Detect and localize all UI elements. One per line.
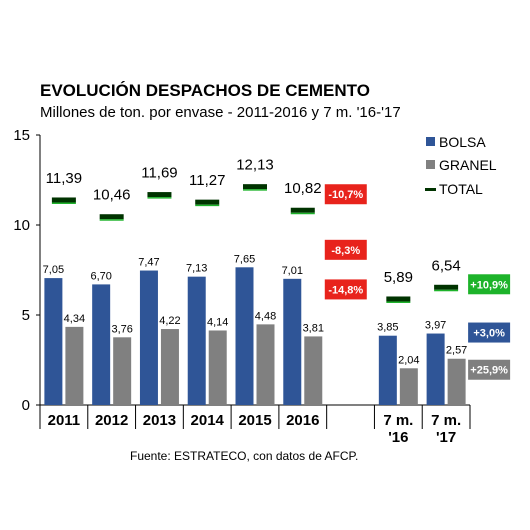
chart-title: EVOLUCIÓN DESPACHOS DE CEMENTO [40,81,370,100]
bar-granel [65,326,84,405]
x-tick-label: 7 m. [431,412,461,429]
bar-bolsa-label: 7,05 [43,264,64,276]
bar-bolsa-label: 7,47 [138,257,159,269]
change-badge-label: +10,9% [470,279,508,291]
x-tick-label: 7 m. [383,412,413,429]
legend-label-total: TOTAL [439,181,483,197]
change-badge [468,274,511,295]
change-badge-label: -14,8% [328,284,363,296]
bar-bolsa-label: 7,01 [282,265,303,277]
total-marker [147,192,172,198]
bar-granel [304,336,323,405]
bar-granel-label: 3,76 [111,323,132,335]
total-label: 12,13 [236,157,274,174]
total-label: 5,89 [384,269,413,286]
bar-bolsa-label: 7,13 [186,263,207,275]
total-marker [434,284,459,290]
bar-bolsa [92,284,111,405]
bar-bolsa [235,267,254,405]
total-label: 10,46 [93,187,131,204]
bar-bolsa-label: 3,85 [377,322,398,334]
change-badge [468,359,511,380]
bar-granel-label: 2,04 [398,354,419,366]
bar-granel [113,337,132,405]
total-marker-underline [147,197,172,199]
change-badge [468,322,511,343]
legend-swatch-total [425,188,436,191]
bar-granel-label: 4,48 [255,310,276,322]
total-marker-underline [99,219,124,221]
x-tick-label: 2016 [286,412,319,429]
bar-bolsa-label: 6,70 [90,270,111,282]
total-marker-underline [195,204,220,207]
change-badge-label: -10,7% [328,189,363,201]
bar-granel-label: 2,57 [446,345,467,357]
total-marker-underline [386,301,411,303]
x-tick-label: 2013 [143,412,176,429]
x-tick-label: 2014 [191,412,225,429]
legend-label-granel: GRANEL [439,157,497,173]
legend: BOLSA GRANEL TOTAL [425,134,497,197]
x-tick-label: '16 [388,429,408,446]
change-badge-label: +3,0% [473,328,505,340]
y-tick-label: 15 [13,127,30,144]
bar-granel [208,330,227,405]
bar-granel [160,329,179,405]
bar-bolsa [139,270,158,405]
total-marker [386,296,411,302]
total-marker [195,199,220,205]
x-tick-label: 2015 [238,412,271,429]
total-marker [243,184,267,190]
bar-granel [447,358,466,405]
x-tick-label: 2012 [95,412,128,429]
total-label: 11,39 [46,170,82,187]
total-label: 10,82 [284,180,322,197]
total-marker-underline [290,212,315,215]
bar-granel [399,368,418,405]
change-badge-label: -8,3% [331,245,360,257]
y-tick-label: 10 [13,217,30,234]
bar-granel-label: 3,81 [303,322,324,334]
bar-granel-label: 4,34 [64,313,85,325]
bar-granel-label: 4,22 [159,315,180,327]
bar-granel-label: 4,14 [207,316,228,328]
total-label: 11,69 [141,165,177,182]
change-badge [324,279,367,300]
bar-bolsa [187,276,206,405]
total-marker [51,197,76,203]
total-marker-underline [51,202,76,204]
bar-bolsa-label: 7,65 [234,253,255,265]
y-tick-label: 5 [22,307,30,324]
bar-bolsa [378,335,397,405]
total-marker-underline [434,289,459,292]
bar-bolsa [44,278,63,405]
x-tick-label: 2011 [48,412,81,429]
x-tick-label: '17 [436,429,456,446]
chart-subtitle: Millones de ton. por envase - 2011-2016 … [40,104,401,121]
bar-granel [256,324,275,405]
total-label: 6,54 [432,257,461,274]
legend-label-bolsa: BOLSA [439,134,486,150]
y-tick-label: 0 [22,397,30,414]
legend-swatch-granel [426,160,435,169]
source-note: Fuente: ESTRATECO, con datos de AFCP. [130,449,358,463]
change-badge [324,184,367,205]
bar-bolsa [426,333,445,405]
total-marker [290,207,315,213]
change-badge [324,239,367,260]
bar-bolsa-label: 3,97 [425,320,446,332]
legend-swatch-bolsa [426,137,435,146]
change-badge-label: +25,9% [470,365,508,377]
total-marker-underline [243,189,267,191]
bar-bolsa [283,278,302,405]
total-label: 11,27 [189,172,225,189]
total-marker [99,214,124,220]
